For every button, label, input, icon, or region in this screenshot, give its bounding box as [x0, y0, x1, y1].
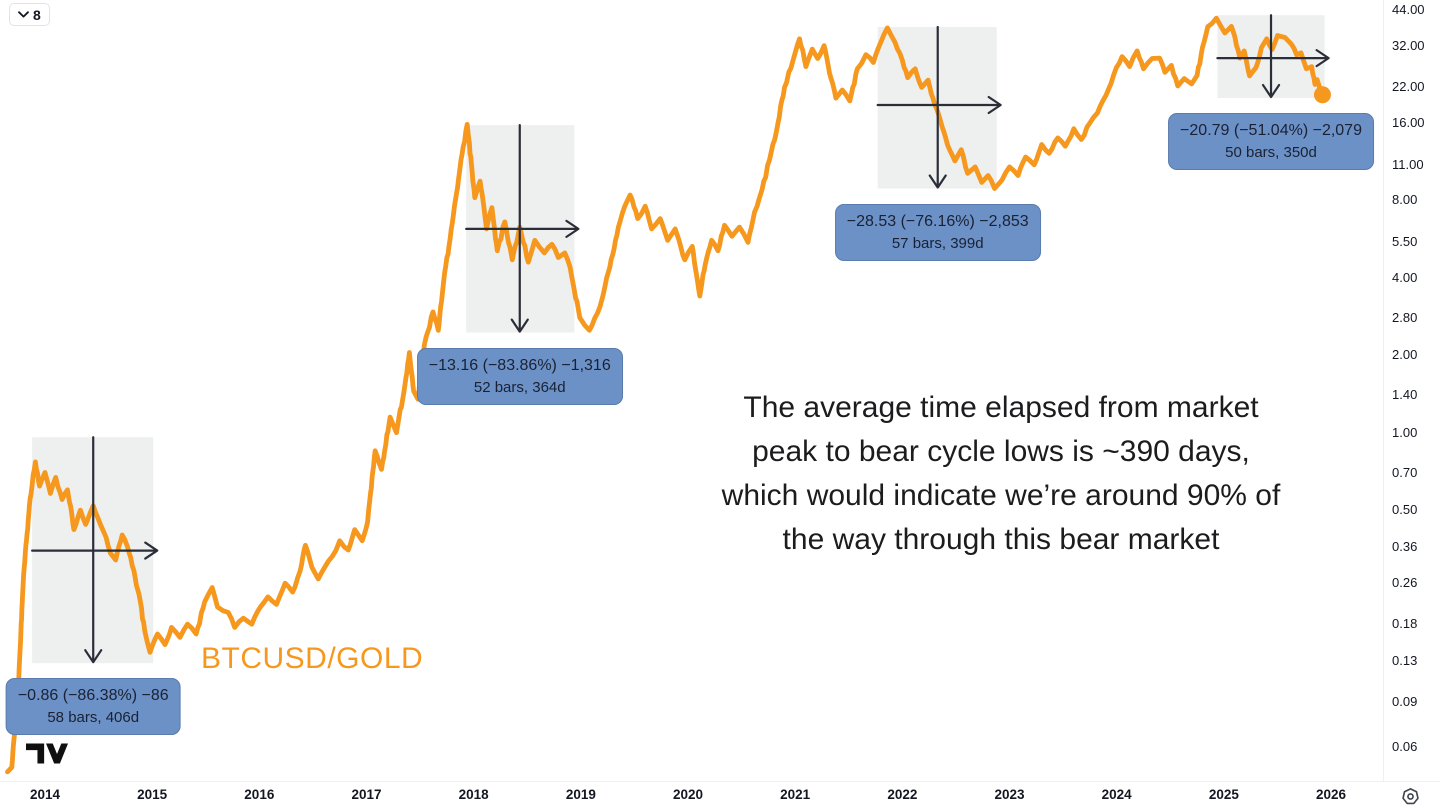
measurement-label[interactable]: −13.16 (−83.86%) −1,316 52 bars, 364d — [416, 347, 623, 405]
arrow-down-icon — [928, 174, 947, 189]
gear-icon — [1401, 787, 1419, 804]
price-tick-label: 2.80 — [1392, 309, 1418, 325]
price-chart-canvas[interactable] — [0, 0, 1383, 780]
price-tick-label: 0.50 — [1392, 502, 1418, 518]
price-tick-label: 22.00 — [1392, 79, 1425, 95]
last-price-marker — [1313, 86, 1331, 104]
measurement-bars-text: 57 bars, 399d — [891, 234, 984, 252]
price-tick-label: 11.00 — [1392, 156, 1424, 172]
time-tick-label: 2022 — [887, 787, 918, 802]
arrow-right-icon — [987, 95, 1002, 115]
price-axis[interactable]: 44.00 32.00 22.00 16.00 11.00 8.00 5.50 4.00 2.8… — [1383, 0, 1440, 781]
measurement-value-text: −0.86 (−86.38%) −86 — [17, 687, 169, 705]
price-tick-label: 5.50 — [1392, 234, 1418, 250]
arrow-down-icon — [84, 649, 103, 664]
measurement-value-text: −28.53 (−76.16%) −2,853 — [846, 212, 1029, 230]
arrow-right-icon — [565, 219, 580, 238]
price-tick-label: 8.00 — [1392, 192, 1418, 208]
time-tick-label: 2023 — [994, 787, 1025, 802]
tradingview-logo[interactable] — [26, 742, 68, 770]
measurement-label[interactable]: −28.53 (−76.16%) −2,853 57 bars, 399d — [834, 203, 1041, 261]
measurement-label[interactable]: −0.86 (−86.38%) −86 58 bars, 406d — [5, 678, 181, 736]
measurement-bars-text: 52 bars, 364d — [473, 378, 566, 396]
toolbar-badge-count: 8 — [33, 6, 41, 23]
time-axis[interactable]: 2014 2015 2016 2017 2018 2019 2020 2021 2022 2023… — [0, 781, 1440, 809]
arrow-down-icon — [1261, 83, 1281, 99]
time-tick-label: 2018 — [458, 787, 489, 802]
price-tick-label: 0.70 — [1392, 464, 1418, 480]
measurement-arrows[interactable] — [31, 436, 159, 664]
price-tick-label: 1.40 — [1392, 387, 1418, 403]
chevron-down-icon — [18, 11, 29, 18]
measurement-arrows[interactable] — [876, 25, 1002, 189]
price-tick-label: 32.00 — [1392, 37, 1425, 53]
measurement-label[interactable]: −20.79 (−51.04%) −2,079 50 bars, 350d — [1168, 113, 1374, 171]
tradingview-logo-icon — [26, 743, 68, 764]
price-tick-label: 44.00 — [1392, 2, 1425, 17]
annotation-note-line: the way through this bear market — [782, 523, 1220, 556]
price-tick-label: 0.06 — [1392, 738, 1418, 754]
price-tick-label: 0.26 — [1392, 575, 1418, 591]
arrow-right-icon — [144, 541, 159, 560]
time-tick-label: 2015 — [137, 787, 168, 802]
time-tick-label: 2020 — [672, 787, 704, 802]
price-tick-label: 1.00 — [1392, 424, 1418, 440]
time-tick-label: 2016 — [244, 787, 275, 802]
time-tick-label: 2014 — [29, 787, 61, 802]
price-tick-label: 0.18 — [1392, 616, 1418, 632]
annotation-note-line: which would indicate we’re around 90% of — [721, 479, 1281, 512]
time-tick-label: 2026 — [1316, 787, 1347, 802]
annotation-note-line: peak to bear cycle lows is ~390 days, — [752, 435, 1250, 468]
collapsed-toolbar-button[interactable]: 8 — [9, 3, 50, 26]
time-tick-label: 2024 — [1101, 787, 1132, 802]
time-tick-label: 2017 — [351, 787, 382, 802]
price-tick-label: 0.13 — [1392, 652, 1418, 668]
price-tick-label: 16.00 — [1392, 114, 1425, 130]
arrow-right-icon — [1315, 49, 1330, 68]
time-tick-label: 2025 — [1208, 787, 1239, 802]
measurement-bars-text: 50 bars, 350d — [1225, 144, 1317, 162]
price-tick-label: 4.00 — [1392, 269, 1418, 285]
annotation-note[interactable]: The average time elapsed from market peak… — [722, 386, 1281, 562]
measurement-arrows[interactable] — [465, 124, 580, 333]
measurement-arrows[interactable] — [1216, 14, 1330, 99]
arrow-down-icon — [510, 318, 529, 333]
time-tick-label: 2021 — [780, 787, 811, 802]
axis-settings-button[interactable] — [1398, 784, 1422, 808]
measurement-value-text: −20.79 (−51.04%) −2,079 — [1180, 122, 1362, 140]
price-tick-label: 0.09 — [1392, 693, 1418, 709]
measurement-value-text: −13.16 (−83.86%) −1,316 — [428, 356, 611, 374]
time-tick-label: 2019 — [565, 787, 596, 802]
symbol-watermark-label[interactable]: BTCUSD/GOLD — [201, 642, 424, 675]
price-tick-label: 0.36 — [1392, 538, 1418, 554]
price-tick-label: 2.00 — [1392, 347, 1418, 363]
annotation-note-line: The average time elapsed from market — [743, 391, 1259, 424]
measurement-bars-text: 58 bars, 406d — [47, 709, 140, 727]
